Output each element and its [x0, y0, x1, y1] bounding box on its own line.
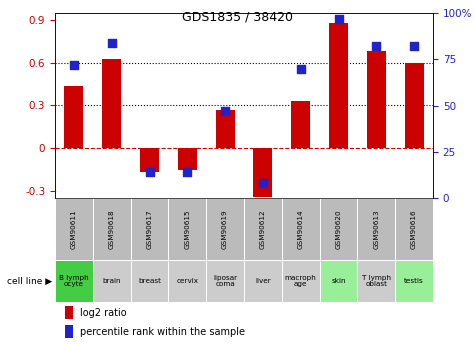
Point [410, 43, 418, 49]
Point [108, 40, 115, 45]
Bar [131, 260, 169, 302]
Text: cervix: cervix [176, 278, 198, 284]
Bar [55, 198, 93, 260]
Text: liposar
coma: liposar coma [213, 275, 237, 287]
Text: GSM90616: GSM90616 [411, 209, 417, 249]
Bar [93, 198, 131, 260]
Text: macroph
age: macroph age [285, 275, 316, 287]
Text: GDS1835 / 38420: GDS1835 / 38420 [182, 10, 293, 23]
Text: breast: breast [138, 278, 161, 284]
Bar [65, 325, 73, 338]
Text: percentile rank within the sample: percentile rank within the sample [80, 327, 245, 337]
Text: skin: skin [331, 278, 346, 284]
Bar [291, 101, 310, 148]
Bar [178, 148, 197, 169]
Bar [357, 198, 395, 260]
Bar [102, 59, 121, 148]
Text: GSM90613: GSM90613 [373, 209, 380, 249]
Point [146, 169, 153, 175]
Bar [169, 260, 206, 302]
Bar [320, 198, 357, 260]
Bar [65, 86, 83, 148]
Bar [65, 306, 73, 319]
Point [70, 62, 78, 68]
Point [372, 43, 380, 49]
Point [335, 16, 342, 21]
Bar [395, 260, 433, 302]
Text: log2 ratio: log2 ratio [80, 308, 127, 318]
Point [221, 108, 229, 114]
Bar [55, 260, 93, 302]
Bar [244, 260, 282, 302]
Bar [140, 148, 159, 172]
Bar [357, 260, 395, 302]
Bar [131, 198, 169, 260]
Text: liver: liver [255, 278, 271, 284]
Point [183, 169, 191, 175]
Point [297, 66, 304, 71]
Bar [282, 260, 320, 302]
Text: GSM90619: GSM90619 [222, 209, 228, 249]
Text: cell line ▶: cell line ▶ [7, 276, 52, 286]
Text: GSM90617: GSM90617 [146, 209, 152, 249]
Text: GSM90620: GSM90620 [335, 209, 342, 249]
Text: testis: testis [404, 278, 424, 284]
Bar [367, 51, 386, 148]
Bar [405, 63, 424, 148]
Bar [329, 23, 348, 148]
Bar [244, 198, 282, 260]
Bar [216, 110, 235, 148]
Bar [395, 198, 433, 260]
Text: GSM90611: GSM90611 [71, 209, 77, 249]
Text: GSM90618: GSM90618 [109, 209, 114, 249]
Text: brain: brain [103, 278, 121, 284]
Bar [206, 198, 244, 260]
Point [259, 180, 266, 186]
Text: T lymph
oblast: T lymph oblast [362, 275, 391, 287]
Bar [254, 148, 272, 197]
Bar [206, 260, 244, 302]
Text: GSM90614: GSM90614 [298, 209, 304, 249]
Bar [320, 260, 357, 302]
Bar [93, 260, 131, 302]
Text: B lymph
ocyte: B lymph ocyte [59, 275, 89, 287]
Bar [169, 198, 206, 260]
Bar [282, 198, 320, 260]
Text: GSM90615: GSM90615 [184, 209, 190, 249]
Text: GSM90612: GSM90612 [260, 209, 266, 249]
